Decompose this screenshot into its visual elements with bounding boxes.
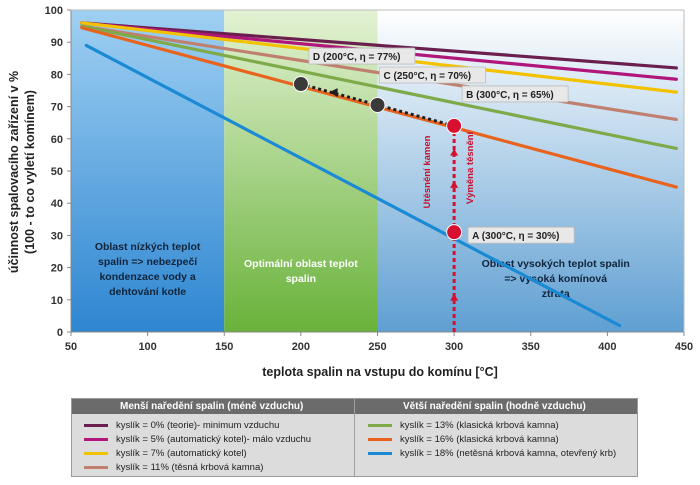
region-label-line: Oblast vysokých teplot spalin (482, 258, 630, 270)
legend-divider (354, 399, 355, 476)
legend-item: kyslík = 0% (teorie)- minimum vzduchu (84, 419, 279, 432)
point-label-A: A (300°C, η = 30%) (472, 231, 559, 242)
arrowhead-up-2 (450, 148, 459, 156)
legend-swatch (84, 466, 108, 469)
legend-swatch (84, 452, 108, 455)
legend-item: kyslík = 16% (klasická krbová kamna) (368, 433, 559, 446)
series-line-0 (80, 21, 678, 70)
point-label-box-D (308, 47, 416, 65)
series-line-3 (80, 24, 678, 122)
point-label-D: D (200°C, η = 77%) (313, 52, 401, 63)
y-tick-label: 20 (51, 263, 63, 275)
legend: Menší naředění spalin (méně vzduchu) Vět… (71, 398, 638, 477)
legend-label: kyslík = 18% (netěsná krbová kamna, otev… (400, 448, 617, 459)
region-label-line: dehtování kotle (109, 286, 186, 298)
x-tick-label: 400 (598, 341, 616, 353)
region-label-line: => vysoká komínová (504, 273, 607, 285)
x-tick-label: 50 (65, 341, 77, 353)
point-marker-C (369, 96, 386, 113)
y-tick-label: 50 (51, 166, 63, 178)
point-marker-A (446, 224, 463, 241)
legend-label: kyslík = 0% (teorie)- minimum vzduchu (116, 420, 280, 431)
legend-label: kyslík = 13% (klasická krbová kamna) (400, 420, 559, 431)
point-marker-B (446, 117, 463, 134)
legend-label: kyslík = 5% (automatický kotel)- málo vz… (116, 434, 312, 445)
legend-item: kyslík = 7% (automatický kotel) (84, 447, 247, 460)
x-tick-label: 100 (138, 341, 156, 353)
y-tick-label: 70 (51, 102, 63, 114)
arrowhead-up-1 (450, 180, 459, 188)
y-tick-label: 0 (57, 327, 63, 339)
y-tick-label: 10 (51, 295, 63, 307)
legend-swatch (368, 438, 392, 441)
x-tick-label: 450 (675, 341, 693, 353)
y-tick-label: 100 (45, 5, 63, 17)
legend-swatch (84, 424, 108, 427)
point-label-C: C (250°C, η = 70%) (384, 71, 472, 82)
x-tick-label: 350 (522, 341, 540, 353)
x-tick-label: 250 (368, 341, 386, 353)
region-label-line: Oblast nízkých teplot (95, 241, 201, 253)
y-axis-title: účinnost spalovacího zařízení v % (7, 71, 21, 273)
x-tick-label: 150 (215, 341, 233, 353)
x-tick-label: 300 (445, 341, 463, 353)
legend-item: kyslík = 5% (automatický kotel)- málo vz… (84, 433, 311, 446)
y-axis-subtitle: (100 - to co vyletí komínem) (23, 90, 37, 254)
y-tick-label: 80 (51, 69, 63, 81)
point-marker-D (292, 76, 309, 93)
y-tick-label: 40 (51, 198, 63, 210)
legend-label: kyslík = 7% (automatický kotel) (116, 448, 247, 459)
region-label-line: kondenzace vody a (99, 271, 195, 283)
region-label-line: Optimální oblast teplot (244, 258, 358, 270)
y-tick-label: 90 (51, 37, 63, 49)
legend-label: kyslík = 11% (těsná krbová kamna) (116, 462, 264, 473)
point-label-box-A (467, 226, 575, 244)
legend-swatch (368, 452, 392, 455)
series-line-6 (84, 43, 622, 328)
legend-item: kyslík = 18% (netěsná krbová kamna, otev… (368, 447, 616, 460)
x-axis-title: teplota spalin na vstupu do komínu [°C] (262, 365, 498, 379)
arrowhead-up-0 (450, 293, 459, 301)
legend-item: kyslík = 11% (těsná krbová kamna) (84, 461, 263, 474)
annotation-sealing: Utěsnění kamen (422, 135, 433, 208)
legend-header-right: Větší naředění spalin (hodně vzduchu) (355, 399, 637, 414)
legend-swatch (84, 438, 108, 441)
annotation-gasket: Výměna těsnění (465, 131, 476, 204)
region-label-line: spalin (286, 273, 316, 285)
arrowhead-left (329, 88, 338, 98)
legend-header-left: Menší naředění spalin (méně vzduchu) (72, 399, 354, 414)
y-tick-label: 30 (51, 230, 63, 242)
point-label-box-C (379, 66, 486, 84)
series-line-4 (80, 24, 678, 151)
legend-swatch (368, 424, 392, 427)
y-tick-label: 60 (51, 134, 63, 146)
region-band-0 (71, 10, 225, 332)
legend-item: kyslík = 13% (klasická krbová kamna) (368, 419, 559, 432)
x-tick-label: 200 (292, 341, 310, 353)
region-label-line: spalin => nebezpečí (98, 256, 198, 268)
legend-label: kyslík = 16% (klasická krbová kamna) (400, 434, 559, 445)
point-label-box-B (461, 85, 569, 103)
point-label-B: B (300°C, η = 65%) (466, 90, 554, 101)
